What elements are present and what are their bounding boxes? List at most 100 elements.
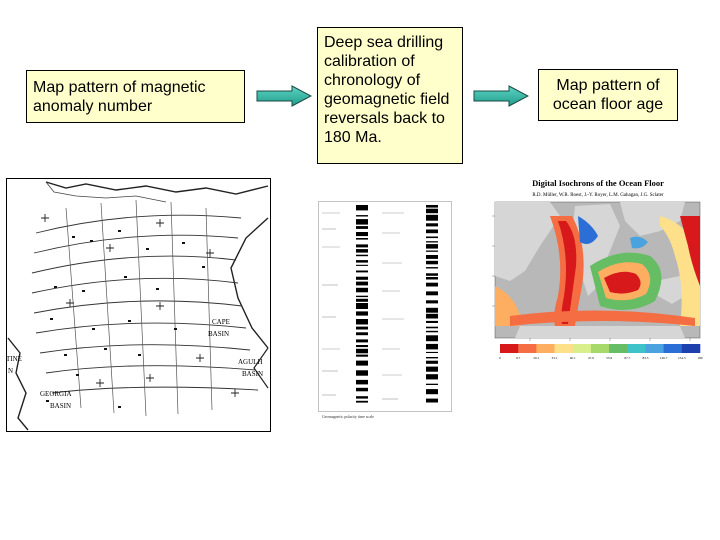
polarity-stripe <box>356 270 368 273</box>
polarity-stripe <box>356 319 368 325</box>
scale-tick-label: 83.5 <box>643 356 649 360</box>
map-label: AGULH <box>238 358 263 366</box>
map-label: GEORGIA <box>40 390 72 398</box>
polarity-stripe <box>426 335 438 342</box>
map-label: BASIN <box>242 370 263 378</box>
scale-tick-label: 33.1 <box>552 356 558 360</box>
polarity-timescale-chart: Geomagnetic polarity time scale <box>318 199 452 421</box>
polarity-stripe <box>426 366 438 372</box>
map-label: N <box>8 367 13 375</box>
polarity-stripe <box>426 330 438 333</box>
timescale-drawing: Geomagnetic polarity time scale <box>318 199 452 421</box>
polarity-stripe <box>426 320 438 323</box>
polarity-stripe <box>426 260 438 265</box>
polarity-stripe <box>356 379 368 385</box>
scale-tick-label: 20.1 <box>533 356 539 360</box>
magnetic-anomaly-label: Map pattern of magnetic anomaly number <box>33 78 206 115</box>
polarity-stripe <box>356 249 368 253</box>
map-label: BASIN <box>208 330 229 338</box>
map-label: CAPE <box>212 318 230 326</box>
polarity-stripe <box>356 260 368 263</box>
polarity-stripe <box>426 326 438 329</box>
polarity-stripe <box>426 255 438 259</box>
magnetic-anomaly-map: TINE N CAPE BASIN AGULH BASIN GEORGIA BA… <box>6 178 271 432</box>
polarity-stripe <box>356 287 368 293</box>
polarity-stripe <box>426 244 438 249</box>
polarity-stripe <box>356 205 368 211</box>
scale-swatch <box>518 344 537 353</box>
scale-tick-label: 55.9 <box>606 356 612 360</box>
polarity-stripe <box>356 226 368 229</box>
scale-swatch <box>554 344 573 353</box>
deep-sea-drilling-box: Deep sea drilling calibration of chronol… <box>317 27 463 164</box>
ocean-floor-age-label: Map pattern of ocean floor age <box>552 77 664 113</box>
polarity-stripe <box>426 282 438 287</box>
polarity-stripe <box>356 387 368 392</box>
polarity-stripe <box>426 389 438 395</box>
isochron-map-drawing: Digital Isochrons of the Ocean Floor R.D… <box>492 178 703 360</box>
polarity-stripe <box>356 348 368 354</box>
scale-swatch <box>645 344 664 353</box>
scale-tick-label: 67.7 <box>624 356 630 360</box>
polarity-stripe <box>356 339 368 343</box>
isochron-title: Digital Isochrons of the Ocean Floor <box>532 178 664 188</box>
polarity-stripe <box>426 214 438 221</box>
polarity-stripe <box>426 360 438 364</box>
scale-swatch <box>609 344 628 353</box>
polarity-stripe <box>426 229 438 234</box>
polarity-stripe <box>426 300 438 304</box>
ocean-floor-age-map: Digital Isochrons of the Ocean Floor R.D… <box>480 176 716 370</box>
polarity-stripe <box>426 205 438 208</box>
deep-sea-drilling-label: Deep sea drilling calibration of chronol… <box>324 34 450 146</box>
map-label: TINE <box>6 355 22 363</box>
scale-tick-label: 126.7 <box>660 356 668 360</box>
polarity-stripe <box>426 250 438 252</box>
polarity-stripe <box>356 254 368 257</box>
magnetic-anomaly-box: Map pattern of magnetic anomaly number <box>26 70 245 123</box>
isochron-authors: R.D. Müller, W.R. Roest, J.-Y. Royer, L.… <box>532 193 664 198</box>
polarity-stripe <box>426 343 438 350</box>
polarity-stripe <box>426 313 438 319</box>
polarity-stripe <box>356 332 368 336</box>
arrow-right-icon <box>256 85 312 107</box>
anomaly-map-drawing: TINE N CAPE BASIN AGULH BASIN GEORGIA BA… <box>6 178 271 432</box>
polarity-stripe <box>426 357 438 359</box>
polarity-stripe <box>426 236 438 239</box>
polarity-stripe <box>356 360 368 366</box>
ocean-floor-age-box: Map pattern of ocean floor age <box>538 69 678 121</box>
polarity-stripe <box>356 400 368 403</box>
scale-swatch <box>627 344 646 353</box>
polarity-stripe <box>426 208 438 214</box>
polarity-stripe <box>426 241 438 243</box>
polarity-stripe <box>426 277 438 280</box>
map-label: BASIN <box>50 402 71 410</box>
polarity-stripe <box>356 295 368 298</box>
polarity-stripe <box>356 244 368 248</box>
scale-tick-label: 40.1 <box>570 356 576 360</box>
polarity-stripe <box>356 303 368 309</box>
scale-tick-label: 154.3 <box>678 356 686 360</box>
polarity-stripe <box>356 264 368 266</box>
polarity-stripe <box>426 307 438 313</box>
polarity-stripe <box>426 351 438 353</box>
polarity-stripe <box>356 281 368 286</box>
polarity-stripe <box>426 374 438 380</box>
polarity-stripe <box>356 232 368 237</box>
polarity-stripe <box>426 273 438 276</box>
scale-swatch <box>590 344 610 353</box>
polarity-stripe <box>356 326 368 330</box>
polarity-stripe <box>356 354 368 357</box>
polarity-stripe <box>356 276 368 280</box>
scale-swatch <box>572 344 592 353</box>
polarity-stripe <box>426 398 438 403</box>
polarity-stripe <box>356 238 368 240</box>
polarity-stripe <box>356 396 368 399</box>
scale-swatch <box>663 344 683 353</box>
polarity-stripe <box>356 370 368 376</box>
polarity-stripe <box>426 267 438 269</box>
scale-tick-label: 9.7 <box>516 356 521 360</box>
scale-tick-label: 180 <box>697 356 702 360</box>
scale-tick-label: 0 <box>499 356 501 360</box>
polarity-stripe <box>356 311 368 316</box>
timescale-legend: Geomagnetic polarity time scale <box>322 414 374 419</box>
